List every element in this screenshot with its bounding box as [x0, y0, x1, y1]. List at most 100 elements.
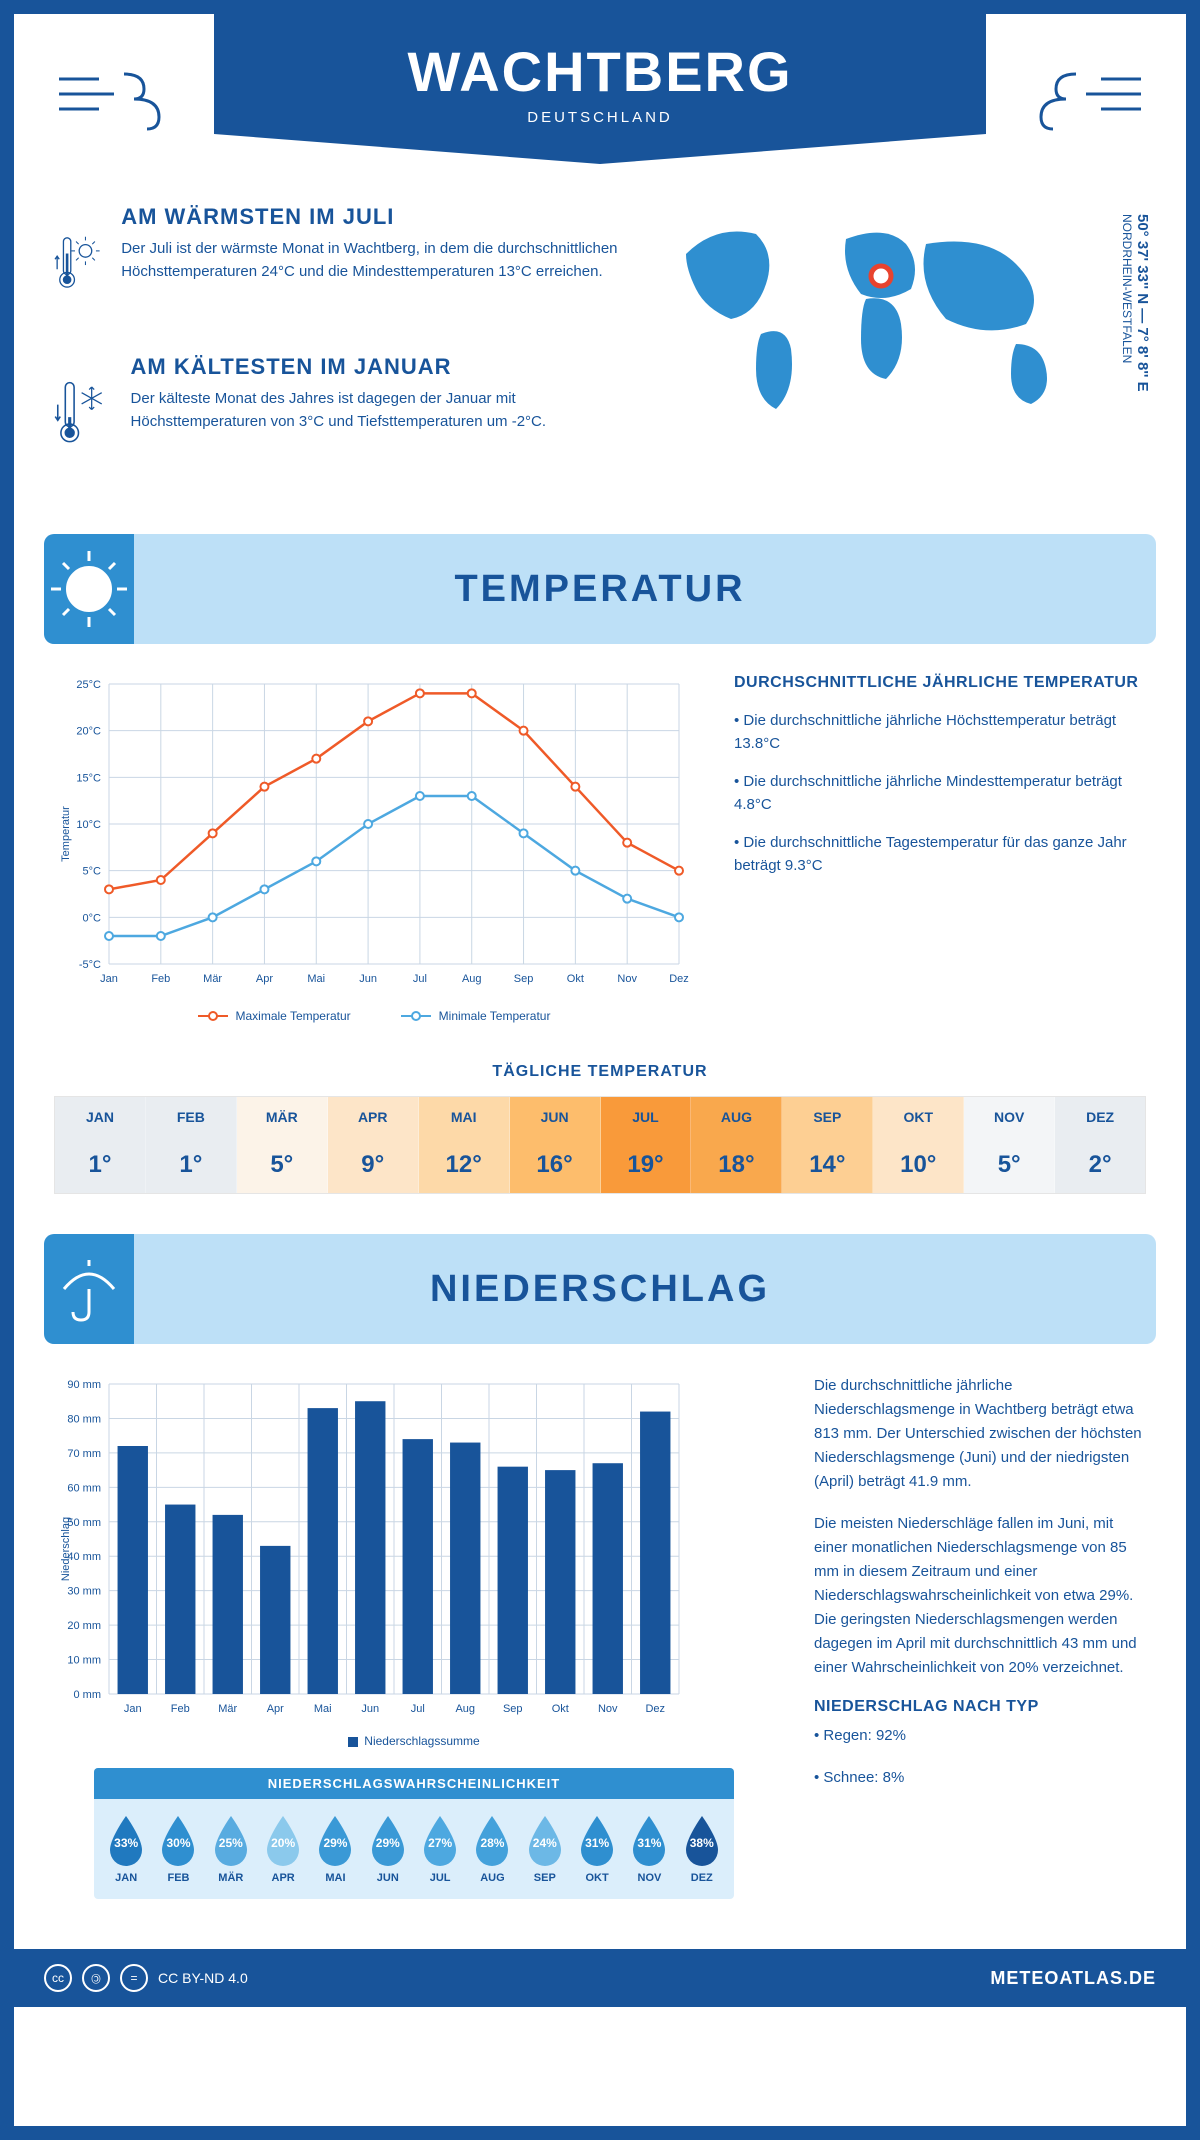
svg-text:Mär: Mär	[203, 973, 222, 985]
probability-drop: 30%FEB	[154, 1814, 202, 1884]
temp-cell: OKT10°	[873, 1097, 964, 1193]
svg-text:Mai: Mai	[307, 973, 325, 985]
svg-text:Sep: Sep	[503, 1703, 523, 1715]
probability-drop: 25%MÄR	[207, 1814, 255, 1884]
svg-text:Jun: Jun	[359, 973, 377, 985]
temperature-summary: DURCHSCHNITTLICHE JÄHRLICHE TEMPERATUR •…	[734, 674, 1146, 1023]
probability-drop: 28%AUG	[468, 1814, 516, 1884]
by-icon: 🄯	[82, 1964, 110, 1992]
daily-temp-table: JAN1°FEB1°MÄR5°APR9°MAI12°JUN16°JUL19°AU…	[54, 1096, 1146, 1194]
thermometer-snow-icon	[54, 354, 111, 474]
svg-text:Dez: Dez	[669, 973, 689, 985]
svg-text:Okt: Okt	[552, 1703, 569, 1715]
precipitation-bar-chart: 0 mm10 mm20 mm30 mm40 mm50 mm60 mm70 mm8…	[54, 1374, 694, 1724]
svg-text:10°C: 10°C	[76, 819, 101, 831]
temperature-line-chart: -5°C 0°C 5°C 10°C 15°C 20°C 25°C Jan Feb Mär Apr Ma…	[54, 674, 694, 994]
warmest-text: Der Juli ist der wärmste Monat in Wachtb…	[121, 238, 636, 283]
svg-text:Apr: Apr	[256, 973, 273, 985]
svg-text:Mär: Mär	[218, 1703, 237, 1715]
precipitation-section-header: NIEDERSCHLAG	[44, 1234, 1156, 1344]
precipitation-text: Die durchschnittliche jährliche Niedersc…	[814, 1374, 1146, 1929]
svg-text:Feb: Feb	[171, 1703, 190, 1715]
probability-drop: 33%JAN	[102, 1814, 150, 1884]
coldest-block: AM KÄLTESTEN IM JANUAR Der kälteste Mona…	[54, 354, 636, 474]
svg-text:Aug: Aug	[462, 973, 482, 985]
bar-chart-legend: Niederschlagssumme	[54, 1734, 774, 1748]
svg-text:0 mm: 0 mm	[74, 1689, 102, 1701]
svg-text:Feb: Feb	[151, 973, 170, 985]
temp-cell: MAI12°	[419, 1097, 510, 1193]
svg-text:50 mm: 50 mm	[67, 1517, 101, 1529]
temp-cell: MÄR5°	[237, 1097, 328, 1193]
svg-text:Jul: Jul	[411, 1703, 425, 1715]
cc-icon: cc	[44, 1964, 72, 1992]
temp-cell: FEB1°	[146, 1097, 237, 1193]
svg-text:Jan: Jan	[100, 973, 118, 985]
header: WACHTBERG DEUTSCHLAND	[214, 14, 986, 164]
warmest-title: AM WÄRMSTEN IM JULI	[121, 204, 636, 230]
temp-cell: JAN1°	[55, 1097, 146, 1193]
wind-icon	[54, 44, 184, 144]
coldest-text: Der kälteste Monat des Jahres ist dagege…	[131, 388, 636, 433]
daily-temp-title: TÄGLICHE TEMPERATUR	[54, 1063, 1146, 1081]
svg-text:Aug: Aug	[455, 1703, 475, 1715]
probability-drop: 38%DEZ	[678, 1814, 726, 1884]
probability-drop: 31%NOV	[625, 1814, 673, 1884]
svg-text:20 mm: 20 mm	[67, 1620, 101, 1632]
thermometer-sun-icon	[54, 204, 101, 324]
svg-text:15°C: 15°C	[76, 772, 101, 784]
probability-drop: 20%APR	[259, 1814, 307, 1884]
svg-text:-5°C: -5°C	[79, 959, 101, 971]
probability-drop: 24%SEP	[521, 1814, 569, 1884]
warmest-block: AM WÄRMSTEN IM JULI Der Juli ist der wär…	[54, 204, 636, 324]
temperature-title: TEMPERATUR	[134, 568, 1156, 611]
temperature-section-header: TEMPERATUR	[44, 534, 1156, 644]
svg-text:Nov: Nov	[598, 1703, 618, 1715]
probability-drop: 29%JUN	[364, 1814, 412, 1884]
svg-text:30 mm: 30 mm	[67, 1586, 101, 1598]
svg-text:90 mm: 90 mm	[67, 1379, 101, 1391]
temp-cell: APR9°	[328, 1097, 419, 1193]
nd-icon: =	[120, 1964, 148, 1992]
precipitation-title: NIEDERSCHLAG	[134, 1268, 1156, 1311]
world-map-icon	[666, 204, 1106, 434]
svg-text:5°C: 5°C	[83, 866, 102, 878]
temp-cell: AUG18°	[691, 1097, 782, 1193]
footer: cc 🄯 = CC BY-ND 4.0 METEOATLAS.DE	[14, 1949, 1186, 2007]
svg-text:Mai: Mai	[314, 1703, 332, 1715]
world-map-block: 50° 37' 33'' N — 7° 8' 8'' E NORDRHEIN-W…	[666, 204, 1146, 504]
temp-cell: DEZ2°	[1055, 1097, 1145, 1193]
svg-text:10 mm: 10 mm	[67, 1655, 101, 1667]
precipitation-probability-box: NIEDERSCHLAGSWAHRSCHEINLICHKEIT 33%JAN30…	[94, 1768, 734, 1899]
svg-text:Dez: Dez	[645, 1703, 665, 1715]
svg-text:25°C: 25°C	[76, 679, 101, 691]
svg-text:20°C: 20°C	[76, 726, 101, 738]
probability-drop: 29%MAI	[311, 1814, 359, 1884]
country-subtitle: DEUTSCHLAND	[214, 109, 986, 126]
license-text: CC BY-ND 4.0	[158, 1970, 248, 1986]
temp-cell: JUL19°	[601, 1097, 692, 1193]
temp-cell: NOV5°	[964, 1097, 1055, 1193]
svg-text:Jun: Jun	[361, 1703, 379, 1715]
svg-text:Jan: Jan	[124, 1703, 142, 1715]
coldest-title: AM KÄLTESTEN IM JANUAR	[131, 354, 636, 380]
svg-text:Apr: Apr	[267, 1703, 284, 1715]
svg-text:80 mm: 80 mm	[67, 1413, 101, 1425]
temp-chart-legend: Maximale Temperatur Minimale Temperatur	[54, 1009, 694, 1023]
coordinates: 50° 37' 33'' N — 7° 8' 8'' E NORDRHEIN-W…	[1120, 214, 1151, 392]
svg-text:0°C: 0°C	[83, 912, 102, 924]
svg-text:Nov: Nov	[617, 973, 637, 985]
svg-text:Sep: Sep	[514, 973, 534, 985]
umbrella-icon	[54, 1254, 124, 1324]
probability-drop: 27%JUL	[416, 1814, 464, 1884]
probability-drop: 31%OKT	[573, 1814, 621, 1884]
svg-text:40 mm: 40 mm	[67, 1551, 101, 1563]
svg-text:Jul: Jul	[413, 973, 427, 985]
city-title: WACHTBERG	[214, 39, 986, 104]
svg-text:Okt: Okt	[567, 973, 584, 985]
site-name: METEOATLAS.DE	[990, 1968, 1156, 1989]
svg-text:Niederschlag: Niederschlag	[60, 1517, 72, 1581]
temp-cell: SEP14°	[782, 1097, 873, 1193]
svg-text:Temperatur: Temperatur	[60, 806, 72, 862]
temp-cell: JUN16°	[510, 1097, 601, 1193]
